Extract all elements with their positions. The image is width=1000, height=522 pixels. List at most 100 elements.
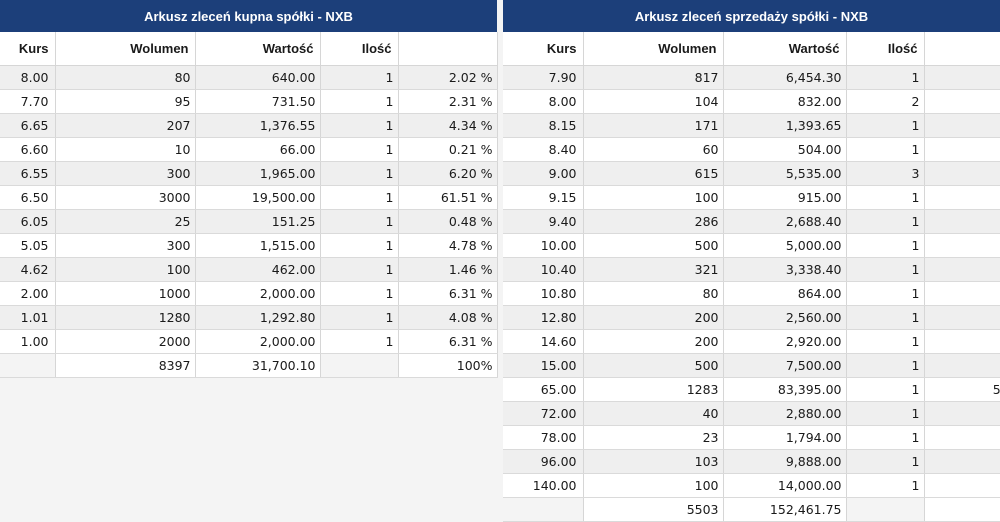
buy-header-kurs[interactable]: Kurs (0, 32, 56, 66)
total-ilosc (846, 497, 925, 522)
cell-wartosc: 915.00 (723, 185, 847, 210)
cell-ilosc: 1 (320, 89, 399, 114)
total-kurs (503, 497, 584, 522)
cell-wolumen: 1283 (583, 377, 724, 402)
cell-wolumen: 200 (583, 329, 724, 354)
sell-panel-title: Arkusz zleceń sprzedaży spółki - NXB (503, 0, 1000, 32)
buy-order-book-panel: Arkusz zleceń kupna spółki - NXB Kurs Wol… (0, 0, 498, 378)
cell-procent: 0.60 (924, 185, 1000, 210)
sell-header-wartosc[interactable]: Wartość (723, 32, 847, 66)
cell-ilosc: 2 (846, 89, 925, 114)
table-row: 6.50 3000 19,500.00 1 61.51 % (0, 185, 498, 210)
buy-header-wartosc[interactable]: Wartość (195, 32, 321, 66)
table-row: 6.05 25 151.25 1 0.48 % (0, 209, 498, 234)
cell-ilosc: 1 (320, 305, 399, 330)
cell-procent: 1.89 (924, 401, 1000, 426)
cell-procent: 0.57 (924, 281, 1000, 306)
cell-wolumen: 207 (55, 113, 196, 138)
cell-procent: 0.21 % (398, 137, 498, 162)
cell-wartosc: 640.00 (195, 65, 321, 90)
cell-kurs: 72.00 (503, 401, 584, 426)
cell-ilosc: 1 (846, 281, 925, 306)
cell-wolumen: 321 (583, 257, 724, 282)
table-row: 2.00 1000 2,000.00 1 6.31 % (0, 281, 498, 306)
table-row: 1.00 2000 2,000.00 1 6.31 % (0, 329, 498, 354)
cell-wartosc: 7,500.00 (723, 353, 847, 378)
cell-ilosc: 1 (846, 425, 925, 450)
cell-wolumen: 200 (583, 305, 724, 330)
sell-header-procent[interactable] (924, 32, 1000, 66)
cell-wartosc: 462.00 (195, 257, 321, 282)
cell-ilosc: 1 (846, 185, 925, 210)
total-wartosc: 31,700.10 (195, 353, 321, 378)
cell-procent: 4.23 (924, 65, 1000, 90)
cell-ilosc: 1 (846, 65, 925, 90)
cell-kurs: 2.00 (0, 281, 56, 306)
buy-total-row: 8397 31,700.10 100% (0, 353, 498, 378)
cell-wartosc: 1,292.80 (195, 305, 321, 330)
buy-header-procent[interactable] (398, 32, 498, 66)
cell-ilosc: 1 (846, 305, 925, 330)
cell-ilosc: 1 (846, 401, 925, 426)
cell-ilosc: 1 (320, 161, 399, 186)
cell-kurs: 96.00 (503, 449, 584, 474)
total-wartosc: 152,461.75 (723, 497, 847, 522)
cell-procent: 1.18 (924, 425, 1000, 450)
cell-procent: 6.31 % (398, 329, 498, 354)
cell-procent: 0.48 % (398, 209, 498, 234)
cell-kurs: 8.00 (503, 89, 584, 114)
buy-header-ilosc[interactable]: Ilość (320, 32, 399, 66)
sell-header-ilosc[interactable]: Ilość (846, 32, 925, 66)
cell-wolumen: 817 (583, 65, 724, 90)
buy-header-wolumen[interactable]: Wolumen (55, 32, 196, 66)
cell-kurs: 10.00 (503, 233, 584, 258)
table-row: 6.55 300 1,965.00 1 6.20 % (0, 161, 498, 186)
buy-header-row: Kurs Wolumen Wartość Ilość (0, 32, 498, 66)
cell-wolumen: 2000 (55, 329, 196, 354)
cell-wartosc: 832.00 (723, 89, 847, 114)
cell-wolumen: 300 (55, 161, 196, 186)
cell-wartosc: 504.00 (723, 137, 847, 162)
cell-ilosc: 1 (320, 113, 399, 138)
cell-kurs: 1.01 (0, 305, 56, 330)
cell-procent: 1.68 (924, 305, 1000, 330)
cell-kurs: 140.00 (503, 473, 584, 498)
table-row: 5.05 300 1,515.00 1 4.78 % (0, 233, 498, 258)
cell-kurs: 7.90 (503, 65, 584, 90)
cell-ilosc: 1 (320, 257, 399, 282)
cell-wolumen: 104 (583, 89, 724, 114)
cell-ilosc: 1 (320, 185, 399, 210)
cell-ilosc: 1 (846, 257, 925, 282)
cell-wolumen: 40 (583, 401, 724, 426)
cell-wolumen: 80 (583, 281, 724, 306)
sell-header-kurs[interactable]: Kurs (503, 32, 584, 66)
cell-wartosc: 5,000.00 (723, 233, 847, 258)
table-row: 7.70 95 731.50 1 2.31 % (0, 89, 498, 114)
cell-procent: 3.28 (924, 233, 1000, 258)
cell-wartosc: 14,000.00 (723, 473, 847, 498)
sell-header-wolumen[interactable]: Wolumen (583, 32, 724, 66)
cell-wolumen: 286 (583, 209, 724, 234)
cell-wolumen: 300 (55, 233, 196, 258)
cell-procent: 6.31 % (398, 281, 498, 306)
buy-order-table: Kurs Wolumen Wartość Ilość 8.00 80 640.00 1 2.0… (0, 32, 498, 378)
cell-procent: 2.31 % (398, 89, 498, 114)
cell-ilosc: 1 (846, 137, 925, 162)
cell-procent: 1.76 (924, 209, 1000, 234)
cell-wolumen: 23 (583, 425, 724, 450)
total-wolumen: 8397 (55, 353, 196, 378)
cell-wolumen: 100 (583, 185, 724, 210)
cell-procent: 4.34 % (398, 113, 498, 138)
cell-kurs: 8.00 (0, 65, 56, 90)
cell-wolumen: 1000 (55, 281, 196, 306)
cell-kurs: 10.80 (503, 281, 584, 306)
cell-procent: 9.18 (924, 473, 1000, 498)
cell-ilosc: 1 (320, 209, 399, 234)
